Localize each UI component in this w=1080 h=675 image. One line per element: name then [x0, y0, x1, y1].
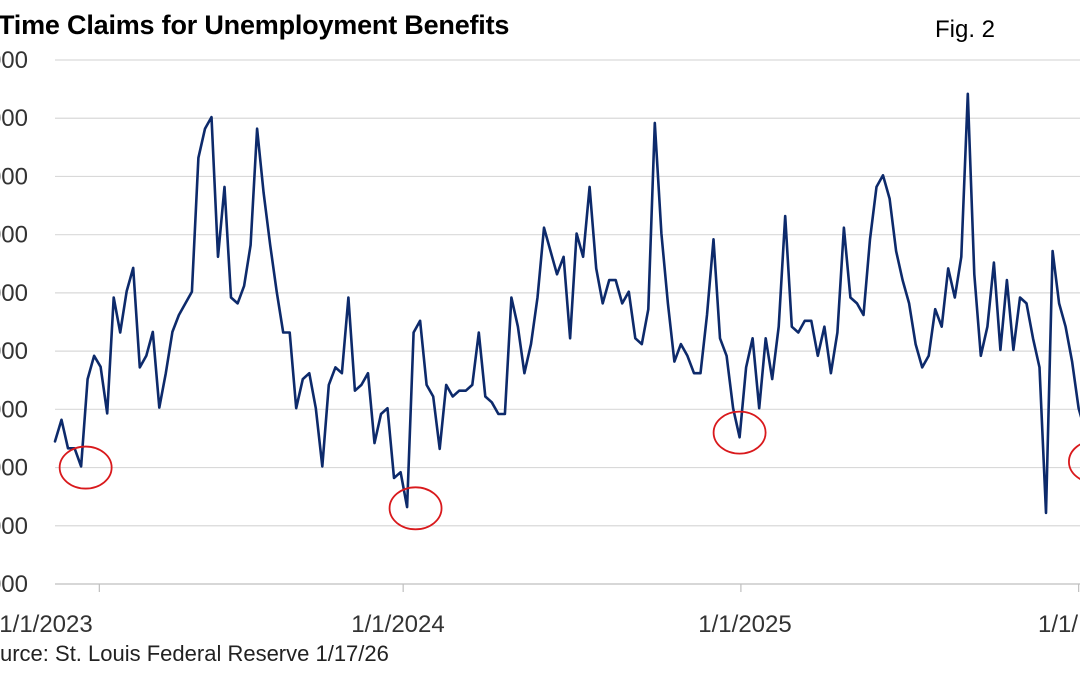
figure-label: Fig. 2 [935, 16, 996, 43]
chart-title: Time Claims for Unemployment Benefits [0, 10, 510, 40]
x-tick-label: 1/1/2025 [698, 611, 791, 638]
source-note: urce: St. Louis Federal Reserve 1/17/26 [0, 641, 389, 666]
annotations-layer [58, 410, 1080, 531]
gridlines [55, 59, 1080, 585]
x-axis: 1/1/2023 1/1/2024 1/1/2025 1/1/ [0, 584, 1080, 638]
y-tick-label: 000 [0, 571, 28, 598]
y-tick-label: 000 [0, 396, 28, 423]
y-tick-label: 000 [0, 163, 28, 190]
x-tick-label: 1/1/2024 [351, 611, 444, 638]
annotation-circle [1068, 443, 1080, 480]
y-tick-label: 000 [0, 105, 28, 132]
y-tick-label: 000 [0, 222, 28, 249]
y-tick-label: 000 [0, 338, 28, 365]
series-layer [53, 92, 1080, 515]
y-tick-label: 000 [0, 455, 28, 482]
x-tick-label: 1/1/2023 [0, 611, 93, 638]
annotation-circle [388, 486, 443, 531]
x-tick-label: 1/1/ [1038, 611, 1078, 638]
annotation-circle [712, 410, 767, 455]
annotation-circle [58, 445, 113, 490]
y-tick-label: 000 [0, 47, 28, 74]
y-tick-label: 000 [0, 280, 28, 307]
y-tick-label: 000 [0, 513, 28, 540]
y-axis-ticks: 000 000 000 000 000 000 000 000 000 000 [0, 47, 28, 598]
series-line-initial-claims [53, 92, 1080, 515]
